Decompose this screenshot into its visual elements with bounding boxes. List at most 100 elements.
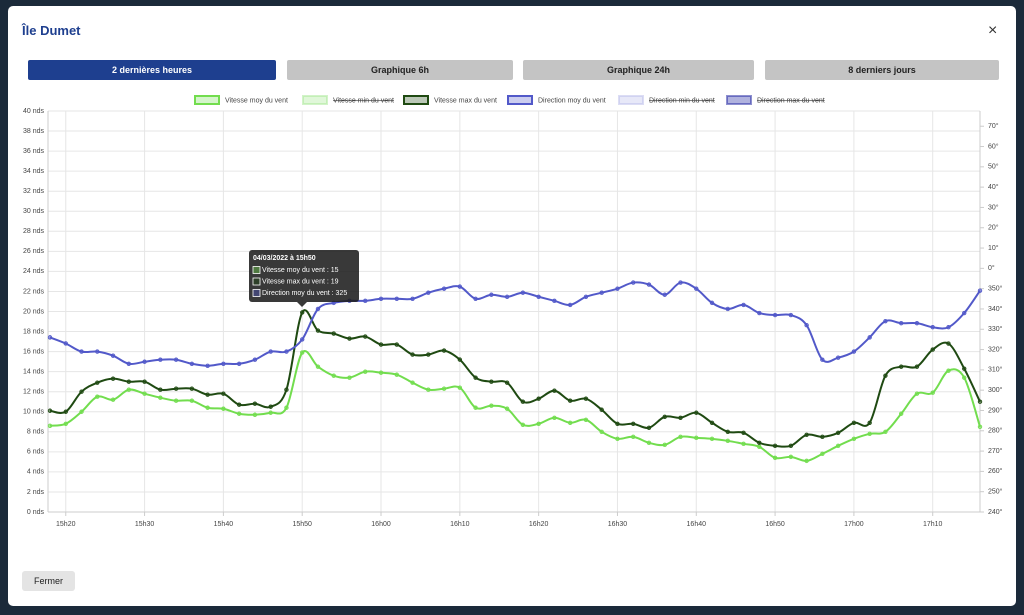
y-tick-label: 10 nds <box>23 409 45 416</box>
y-tick-label: 2 nds <box>27 489 45 496</box>
y-tick-label: 0 nds <box>27 509 45 516</box>
tab[interactable]: 8 derniers jours <box>765 60 999 80</box>
tab[interactable]: 2 dernières heures <box>28 60 276 80</box>
series-point <box>883 318 888 324</box>
series-point <box>205 405 210 410</box>
x-tick-label: 15h50 <box>292 521 312 528</box>
series-point <box>615 436 620 442</box>
series-point <box>457 357 463 362</box>
series-point <box>441 386 447 391</box>
series-point <box>615 421 620 426</box>
series-point <box>426 352 431 357</box>
tooltip-swatch <box>252 277 261 286</box>
series-point <box>520 399 526 404</box>
series-point <box>962 366 967 371</box>
series-point <box>110 397 116 402</box>
series-point <box>583 294 589 299</box>
series-point <box>63 421 68 426</box>
series-point <box>835 443 841 449</box>
series-point <box>662 442 667 448</box>
series-point <box>473 405 478 410</box>
y-tick-label: 22 nds <box>23 288 45 295</box>
series-point <box>883 429 888 434</box>
y-tick-label: 34 nds <box>23 168 45 175</box>
series-point <box>804 458 809 464</box>
y-tick-label: 40 nds <box>23 108 45 115</box>
series-point <box>804 432 809 438</box>
series-point <box>47 423 53 428</box>
y2-tick-label: 290° <box>988 406 1003 414</box>
y-tick-label: 14 nds <box>23 368 45 375</box>
y2-tick-label: 310° <box>988 366 1003 374</box>
series-point <box>473 375 478 380</box>
series-point <box>662 414 667 419</box>
series-point <box>504 406 510 411</box>
close-button[interactable]: × <box>988 22 998 39</box>
series-point <box>536 396 541 401</box>
y2-tick-label: 280° <box>988 427 1003 435</box>
series-point <box>236 402 242 407</box>
series-point <box>252 412 258 417</box>
series-point <box>694 286 699 291</box>
series-point <box>331 331 336 336</box>
series-point <box>772 312 778 318</box>
y-tick-label: 28 nds <box>23 228 45 235</box>
series-point <box>883 373 888 378</box>
y2-tick-label: 240° <box>988 508 1003 516</box>
series-point <box>851 436 857 442</box>
tooltip-item: Vitesse max du vent : 19 <box>262 278 339 285</box>
y2-tick-label: 60° <box>988 142 999 150</box>
series-point <box>977 424 983 429</box>
series-point <box>284 387 289 392</box>
close-footer-button[interactable]: Fermer <box>22 571 75 591</box>
y2-tick-label: 20° <box>988 224 999 232</box>
series-point <box>757 310 762 316</box>
series-point <box>189 386 195 391</box>
series-point <box>946 368 951 373</box>
series-point <box>489 403 494 408</box>
y-tick-label: 38 nds <box>23 128 45 135</box>
series-point <box>741 430 746 436</box>
series-point <box>520 422 526 427</box>
series-point <box>851 420 857 425</box>
series-point <box>95 349 100 354</box>
series-point <box>347 336 352 341</box>
series-point <box>457 284 463 289</box>
series-point <box>788 312 794 318</box>
series-point <box>835 430 841 436</box>
y2-tick-label: 300° <box>988 386 1003 394</box>
series-point <box>284 349 289 354</box>
series-point <box>236 411 242 416</box>
series-point <box>725 429 730 434</box>
y-tick-label: 20 nds <box>23 308 45 315</box>
series-point <box>142 379 147 384</box>
series-point <box>631 434 636 440</box>
series-point <box>252 401 258 406</box>
tooltip-box <box>249 250 359 302</box>
series-point <box>914 320 920 326</box>
series-point <box>788 454 794 460</box>
series-point <box>110 376 116 381</box>
tab[interactable]: Graphique 24h <box>523 60 754 80</box>
series-point <box>757 444 762 450</box>
series-point <box>977 288 983 293</box>
series-point <box>79 389 84 394</box>
series-point <box>315 364 321 369</box>
tooltip-title: 04/03/2022 à 15h50 <box>253 255 316 262</box>
tooltip-pointer <box>297 302 307 307</box>
series-point <box>599 407 604 412</box>
series-point <box>552 388 557 393</box>
series-point <box>221 406 226 411</box>
y-tick-label: 16 nds <box>23 348 45 355</box>
modal: Île Dumet × 2 dernières heures Graphique … <box>8 6 1016 606</box>
legend-swatch <box>726 95 752 105</box>
y2-tick-label: 10° <box>988 244 999 252</box>
series-point <box>221 391 226 396</box>
series-point <box>126 379 132 384</box>
series-point <box>914 364 920 369</box>
tab[interactable]: Graphique 6h <box>287 60 513 80</box>
series-point <box>378 342 384 347</box>
series-point <box>489 292 494 297</box>
series-point <box>678 415 683 420</box>
